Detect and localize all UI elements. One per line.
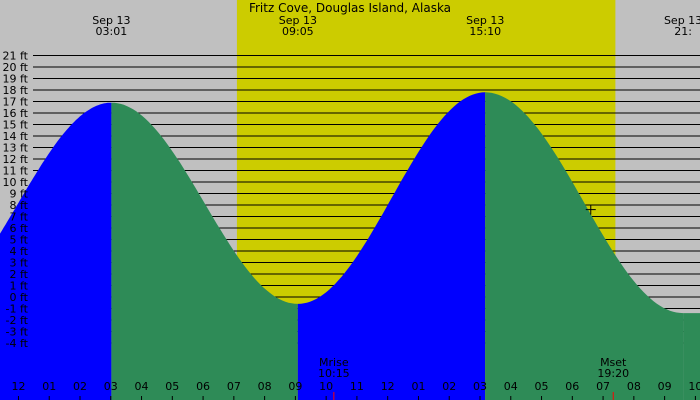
y-tick-label: 0 ft <box>10 291 29 304</box>
chart-title: Fritz Cove, Douglas Island, Alaska <box>249 1 451 15</box>
y-tick-label: 16 ft <box>3 107 29 120</box>
x-tick-label: 07 <box>596 380 610 393</box>
y-tick-label: 15 ft <box>3 119 29 132</box>
tide-event-date: Sep 13 <box>92 14 130 27</box>
x-tick-label: 09 <box>288 380 302 393</box>
x-tick-label: 06 <box>196 380 210 393</box>
tide-event-date: Sep 13 <box>466 14 504 27</box>
y-tick-label: 8 ft <box>10 199 29 212</box>
x-tick-label: 05 <box>535 380 549 393</box>
x-tick-label: 11 <box>350 380 364 393</box>
tide-event-time: 15:10 <box>469 25 501 38</box>
y-axis-labels: -4 ft-3 ft-2 ft-1 ft0 ft1 ft2 ft3 ft4 ft… <box>3 50 29 351</box>
y-tick-label: 13 ft <box>3 142 29 155</box>
y-tick-label: 2 ft <box>10 268 29 281</box>
x-tick-label: 12 <box>11 380 25 393</box>
rising-tide-area-2 <box>297 92 486 400</box>
x-tick-label: 07 <box>227 380 241 393</box>
tide-event-time: 03:01 <box>96 25 128 38</box>
x-tick-label: 05 <box>165 380 179 393</box>
moon-event-label: Mset <box>600 356 627 369</box>
moon-event-time: 19:20 <box>597 367 629 380</box>
y-tick-label: 17 ft <box>3 96 29 109</box>
x-tick-label: 01 <box>42 380 56 393</box>
y-tick-label: 4 ft <box>10 245 29 258</box>
current-marker <box>585 204 596 215</box>
y-tick-label: 5 ft <box>10 234 29 247</box>
tide-event-time: 09:05 <box>282 25 314 38</box>
x-tick-label: 03 <box>104 380 118 393</box>
x-tick-label: 02 <box>73 380 87 393</box>
y-tick-label: -3 ft <box>6 326 29 339</box>
y-tick-label: 3 ft <box>10 257 29 270</box>
falling-tide-area-3 <box>485 92 684 400</box>
moon-event-label: Mrise <box>319 356 349 369</box>
y-tick-label: 19 ft <box>3 73 29 86</box>
y-tick-label: 20 ft <box>3 61 29 74</box>
falling-tide-area-1 <box>111 102 298 400</box>
y-tick-label: -4 ft <box>6 337 29 350</box>
rising-tide-area-0 <box>0 102 112 400</box>
y-tick-label: 1 ft <box>10 280 29 293</box>
y-tick-label: 10 ft <box>3 176 29 189</box>
y-tick-label: 6 ft <box>10 222 29 235</box>
x-tick-label: 09 <box>658 380 672 393</box>
y-tick-label: 14 ft <box>3 130 29 143</box>
x-tick-label: 03 <box>473 380 487 393</box>
y-tick-label: -2 ft <box>6 314 29 327</box>
y-tick-label: 7 ft <box>10 211 29 224</box>
y-tick-label: -1 ft <box>6 303 29 316</box>
falling-tide-area-4 <box>683 313 700 400</box>
x-tick-label: 04 <box>135 380 149 393</box>
x-tick-label: 10 <box>688 380 700 393</box>
x-tick-label: 12 <box>381 380 395 393</box>
tide-event-date: Sep 13 <box>664 14 700 27</box>
tide-areas <box>0 92 700 400</box>
x-tick-label: 04 <box>504 380 518 393</box>
x-tick-label: 08 <box>627 380 641 393</box>
y-tick-label: 21 ft <box>3 50 29 63</box>
x-tick-label: 02 <box>442 380 456 393</box>
y-tick-label: 9 ft <box>10 188 29 201</box>
x-axis-labels: 1112010203040506070809101112010203040506… <box>11 380 700 400</box>
tide-event-time: 21: <box>674 25 692 38</box>
x-tick-label: 10 <box>319 380 333 393</box>
x-tick-label: 01 <box>411 380 425 393</box>
x-tick-label: 06 <box>565 380 579 393</box>
moon-event-time: 10:15 <box>318 367 350 380</box>
y-tick-label: 12 ft <box>3 153 29 166</box>
y-tick-label: 11 ft <box>3 165 29 178</box>
y-tick-label: 18 ft <box>3 84 29 97</box>
tide-event-date: Sep 13 <box>279 14 317 27</box>
x-tick-label: 08 <box>258 380 272 393</box>
